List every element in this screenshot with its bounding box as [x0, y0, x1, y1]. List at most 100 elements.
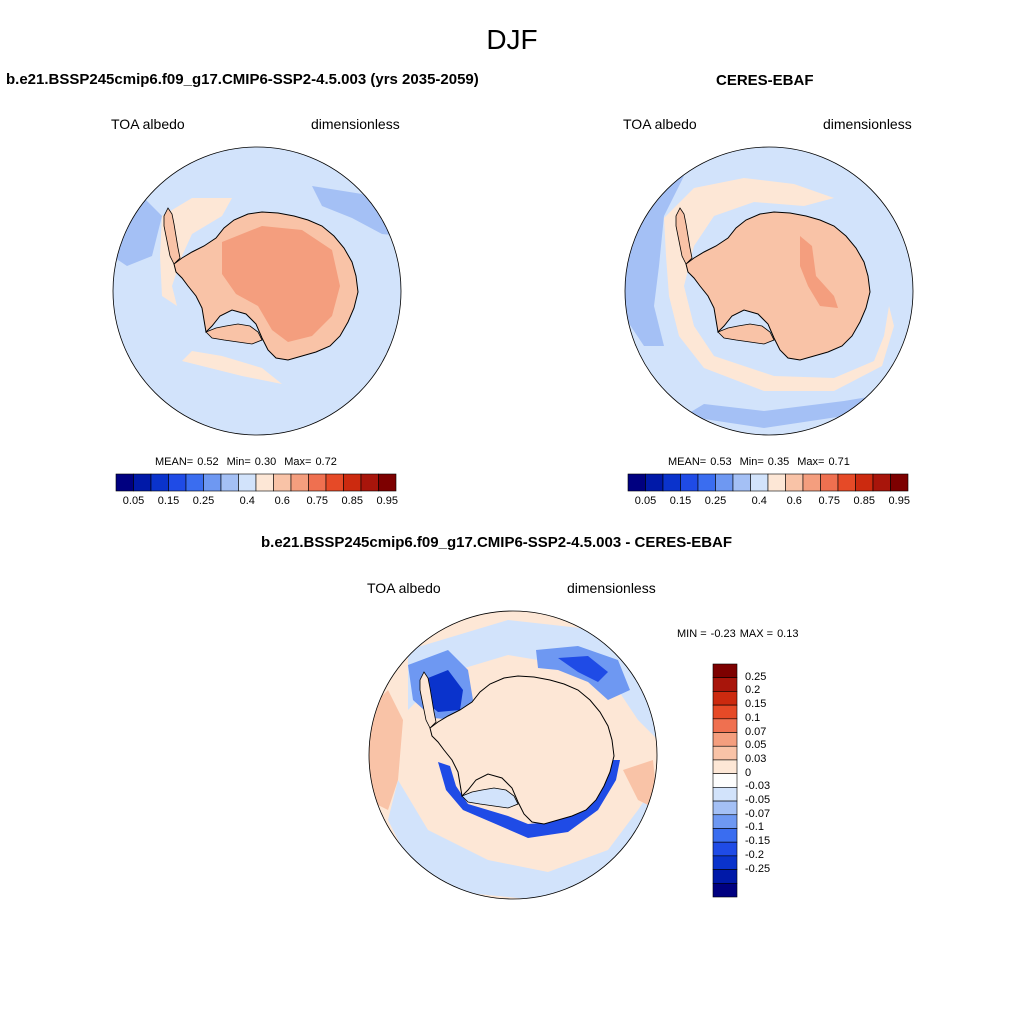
map-boundary: [112, 146, 402, 436]
diff-negative-region: [558, 656, 608, 682]
colorbar-tick-label: 0.1: [745, 711, 761, 724]
colorbar-swatch: [712, 691, 738, 706]
obs-polar-map: [624, 146, 914, 436]
map-field: [625, 147, 913, 435]
colorbar-swatch: [712, 800, 738, 816]
model-min-label: Min=: [226, 456, 251, 468]
obs-mean-value: 0.53: [710, 456, 732, 468]
diff-negative-region: [408, 620, 657, 740]
colorbar-tick-label: -0.15: [745, 835, 771, 848]
antarctic-peninsula: [419, 671, 437, 729]
colorbar-swatch: [712, 814, 738, 829]
colorbar-swatch: [712, 773, 738, 788]
colorbar-tick-label: 0.6: [274, 495, 290, 507]
colorbar-tick-label: 0.15: [669, 495, 692, 507]
map-boundary: [624, 146, 914, 436]
obs-min-value: 0.35: [767, 456, 790, 468]
ross-ice-shelf: [205, 323, 263, 345]
diff-min-value: -0.23: [710, 628, 736, 640]
diff-variable-label: TOA albedo: [367, 580, 441, 596]
colorbar-swatch: [697, 473, 716, 492]
colorbar-tick-label: 0.85: [853, 495, 875, 507]
colorbar-tick-label: 0.15: [157, 495, 180, 507]
map-field: [369, 611, 657, 899]
colorbar-swatch: [378, 473, 397, 492]
map-field: [113, 147, 401, 435]
diff-max-value: 0.13: [777, 628, 799, 640]
colorbar-swatch: [872, 473, 891, 492]
obs-min-label: Min=: [739, 456, 764, 468]
figure-title: DJF: [486, 24, 538, 55]
diff-negative-region: [438, 760, 620, 838]
colorbar-tick-label: 0.6: [786, 495, 802, 507]
colorbar-tick-label: 0.95: [888, 495, 910, 507]
colorbar-swatch: [360, 473, 379, 492]
colorbar-swatch: [343, 473, 362, 492]
colorbar-swatch: [767, 473, 786, 492]
colorbar-swatch: [820, 473, 839, 492]
colorbar-swatch: [712, 869, 738, 884]
colorbar-swatch: [712, 882, 738, 898]
colorbar-tick-label: 0.25: [704, 495, 727, 507]
colorbar-swatch: [680, 473, 699, 492]
obs-max-value: 0.71: [828, 456, 850, 468]
colorbar-tick-label: -0.25: [745, 862, 771, 875]
obs-panel-title: CERES-EBAF: [716, 72, 814, 89]
colorbar-swatch: [150, 473, 169, 492]
sea-ice: [160, 198, 232, 306]
model-panel-title: b.e21.BSSP245cmip6.f09_g17.CMIP6-SSP2-4.…: [6, 71, 479, 88]
colorbar-swatch: [890, 473, 909, 492]
colorbar-swatch: [712, 828, 738, 843]
colorbar-swatch: [645, 473, 664, 492]
sea-ice: [182, 351, 282, 384]
colorbar-tick-label: 0.85: [341, 495, 363, 507]
colorbar-swatch: [712, 759, 738, 774]
colorbar-swatch: [662, 473, 681, 492]
antarctic-peninsula: [675, 207, 693, 265]
colorbar-swatch: [715, 473, 734, 492]
colorbar-tick-label: 0: [745, 766, 752, 779]
diff-stats: MIN = -0.23 MAX = 0.13: [677, 628, 802, 640]
diff-colorbar: [712, 663, 738, 898]
colorbar-swatch: [712, 718, 738, 733]
colorbar-swatch: [712, 745, 738, 761]
colorbar-tick-label: -0.07: [745, 807, 771, 820]
model-stats: MEAN= 0.52 Min= 0.30 Max= 0.72: [155, 456, 341, 468]
colorbar-tick-label: 0.15: [745, 698, 767, 711]
ross-ice-shelf: [717, 323, 775, 345]
model-variable-label: TOA albedo: [111, 116, 185, 132]
ocean-band: [312, 186, 401, 236]
colorbar-tick-label: -0.2: [745, 848, 764, 861]
antarctica-continent: [685, 211, 871, 361]
colorbar-swatch: [855, 473, 874, 492]
colorbar-swatch: [627, 473, 646, 492]
colorbar-swatch: [308, 473, 327, 492]
colorbar-swatch: [325, 473, 344, 492]
antarctic-peninsula: [163, 207, 181, 265]
colorbar-swatch: [802, 473, 821, 492]
sea-ice: [664, 178, 894, 391]
model-min-value: 0.30: [254, 456, 277, 468]
colorbar-swatch: [273, 473, 292, 492]
plateau-high-albedo: [800, 236, 838, 308]
colorbar-tick-label: 0.05: [634, 495, 657, 507]
colorbar-tick-label: 0.4: [751, 495, 767, 507]
colorbar-tick-label: 0.05: [745, 739, 767, 752]
colorbar-tick-label: -0.05: [745, 794, 771, 807]
model-units-label: dimensionless: [311, 116, 400, 132]
model-mean-label: MEAN=: [155, 456, 194, 468]
colorbar-tick-label: 0.07: [745, 725, 767, 738]
colorbar-swatch: [255, 473, 274, 492]
colorbar-swatch: [115, 473, 134, 492]
diff-panel-title: b.e21.BSSP245cmip6.f09_g17.CMIP6-SSP2-4.…: [261, 534, 733, 551]
diff-polar-map: [368, 610, 658, 900]
diff-min-label: MIN =: [677, 628, 707, 640]
obs-colorbar: [627, 473, 909, 492]
colorbar-swatch: [712, 855, 738, 870]
colorbar-tick-label: 0.2: [745, 684, 761, 697]
diff-positive-region: [623, 760, 657, 810]
colorbar-swatch: [220, 473, 239, 492]
colorbar-tick-label: 0.05: [122, 495, 145, 507]
colorbar-swatch: [785, 473, 804, 492]
ross-ice-shelf: [461, 787, 519, 809]
